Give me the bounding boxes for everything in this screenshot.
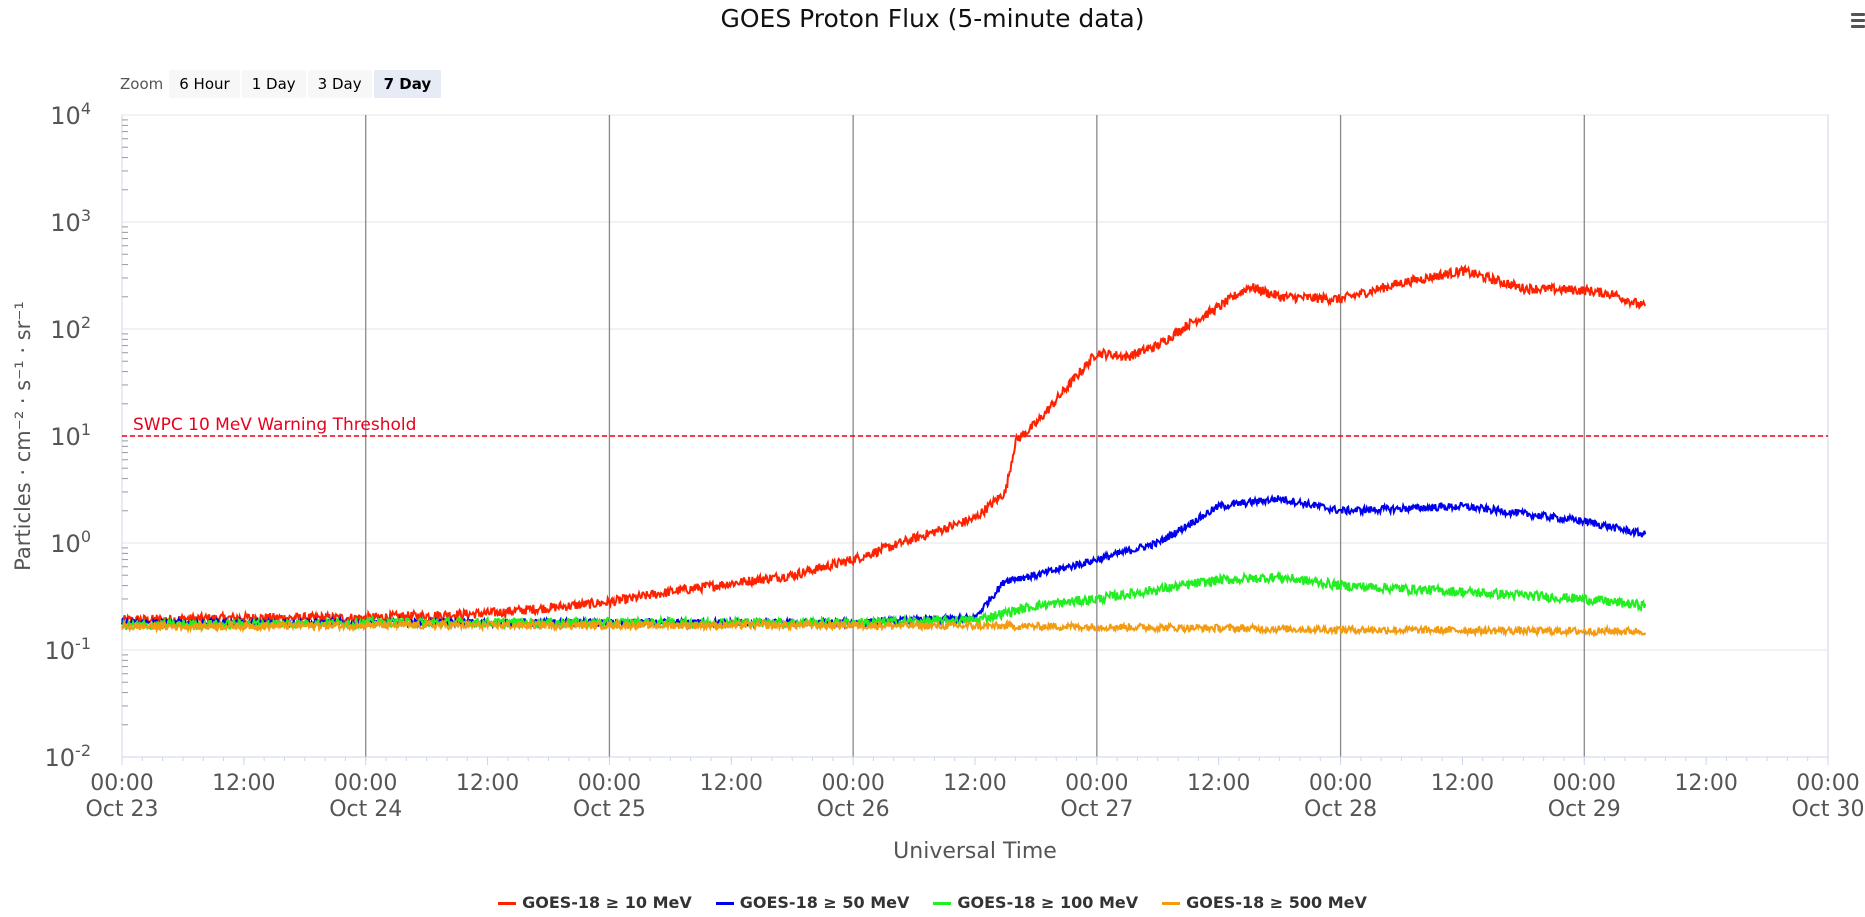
legend-item[interactable]: GOES-18 ≥ 100 MeV [933,893,1138,912]
x-tick-date-label: Oct 24 [329,797,402,822]
legend-label: GOES-18 ≥ 500 MeV [1186,893,1367,912]
legend-label: GOES-18 ≥ 10 MeV [522,893,692,912]
legend-label: GOES-18 ≥ 50 MeV [739,893,910,912]
warning-threshold-label: SWPC 10 MeV Warning Threshold [133,415,416,435]
x-tick-date-label: Oct 28 [1304,797,1377,822]
x-tick-time-label: 00:00 [1309,771,1372,796]
x-tick-date-label: Oct 27 [1060,797,1133,822]
x-axis-title: Universal Time [893,839,1057,864]
x-tick-date-label: Oct 29 [1548,797,1621,822]
zoom-6-hour-button[interactable]: 6 Hour [169,70,240,98]
x-tick-time-label: 12:00 [456,771,519,796]
y-tick-label: 104 [50,99,91,130]
x-tick-time-label: 00:00 [1553,771,1616,796]
chart-menu-icon[interactable] [1851,10,1865,30]
x-tick-time-label: 12:00 [212,771,275,796]
zoom-3-day-button[interactable]: 3 Day [307,70,372,98]
chart-legend: GOES-18 ≥ 10 MeV GOES-18 ≥ 50 MeV GOES-18 … [0,893,1865,912]
x-tick-date-label: Oct 25 [573,797,646,822]
legend-swatch [933,902,952,905]
series-line [121,263,1647,628]
y-tick-label: 103 [50,206,91,237]
legend-label: GOES-18 ≥ 100 MeV [957,893,1139,912]
x-tick-time-label: 00:00 [334,771,397,796]
series-line [121,493,1647,630]
x-tick-time-label: 12:00 [943,771,1006,796]
x-tick-date-label: Oct 30 [1791,797,1864,822]
y-tick-label: 10-2 [45,741,92,772]
legend-swatch [1162,902,1181,905]
legend-swatch [715,902,734,905]
x-tick-time-label: 12:00 [1431,771,1494,796]
x-tick-time-label: 00:00 [578,771,641,796]
zoom-1-day-button[interactable]: 1 Day [241,70,306,98]
x-tick-time-label: 00:00 [821,771,884,796]
x-tick-date-label: Oct 23 [85,797,158,822]
zoom-label: Zoom [120,75,164,93]
y-tick-label: 102 [50,313,91,344]
y-tick-label: 10-1 [45,634,92,665]
zoom-bar: Zoom 6 Hour 1 Day 3 Day 7 Day [120,70,443,98]
x-tick-time-label: 12:00 [700,771,763,796]
x-tick-time-label: 12:00 [1187,771,1250,796]
chart-title: GOES Proton Flux (5-minute data) [720,4,1145,33]
y-tick-label: 101 [50,420,91,451]
legend-swatch [498,902,517,905]
x-tick-time-label: 00:00 [1796,771,1859,796]
legend-item[interactable]: GOES-18 ≥ 50 MeV [715,893,910,912]
legend-item[interactable]: GOES-18 ≥ 10 MeV [498,893,692,912]
x-tick-time-label: 00:00 [90,771,153,796]
x-tick-time-label: 12:00 [1674,771,1737,796]
legend-item[interactable]: GOES-18 ≥ 500 MeV [1162,893,1367,912]
y-axis-title: Particles · cm⁻² · s⁻¹ · sr⁻¹ [11,301,35,571]
y-tick-label: 100 [50,527,91,558]
zoom-7-day-button[interactable]: 7 Day [373,70,442,98]
x-tick-time-label: 00:00 [1065,771,1128,796]
series-line [121,618,1647,639]
series-line [121,570,1647,632]
x-tick-date-label: Oct 26 [817,797,890,822]
